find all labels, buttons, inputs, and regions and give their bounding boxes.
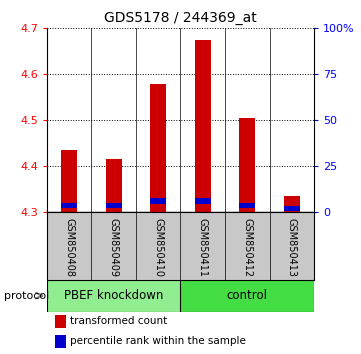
Text: protocol: protocol: [4, 291, 49, 301]
Bar: [195, 198, 210, 204]
Text: GSM850410: GSM850410: [153, 218, 163, 277]
Text: GSM850413: GSM850413: [287, 218, 297, 277]
Text: transformed count: transformed count: [70, 316, 167, 326]
Bar: [239, 118, 255, 212]
Title: GDS5178 / 244369_at: GDS5178 / 244369_at: [104, 11, 257, 24]
Bar: [151, 198, 166, 204]
Text: GSM850409: GSM850409: [109, 218, 119, 277]
Bar: [284, 206, 300, 211]
Bar: [55, 335, 66, 348]
Bar: [180, 280, 314, 312]
Bar: [55, 315, 66, 328]
Text: GSM850411: GSM850411: [198, 218, 208, 277]
Text: control: control: [227, 289, 268, 302]
Bar: [106, 203, 122, 208]
Bar: [61, 203, 77, 208]
Bar: [106, 160, 122, 212]
Bar: [47, 280, 180, 312]
Bar: [284, 196, 300, 212]
Text: GSM850412: GSM850412: [242, 218, 252, 277]
Bar: [151, 85, 166, 212]
Bar: [195, 40, 210, 212]
Text: GSM850408: GSM850408: [64, 218, 74, 277]
Bar: [61, 150, 77, 212]
Text: PBEF knockdown: PBEF knockdown: [64, 289, 164, 302]
Bar: [239, 203, 255, 208]
Text: percentile rank within the sample: percentile rank within the sample: [70, 336, 245, 346]
